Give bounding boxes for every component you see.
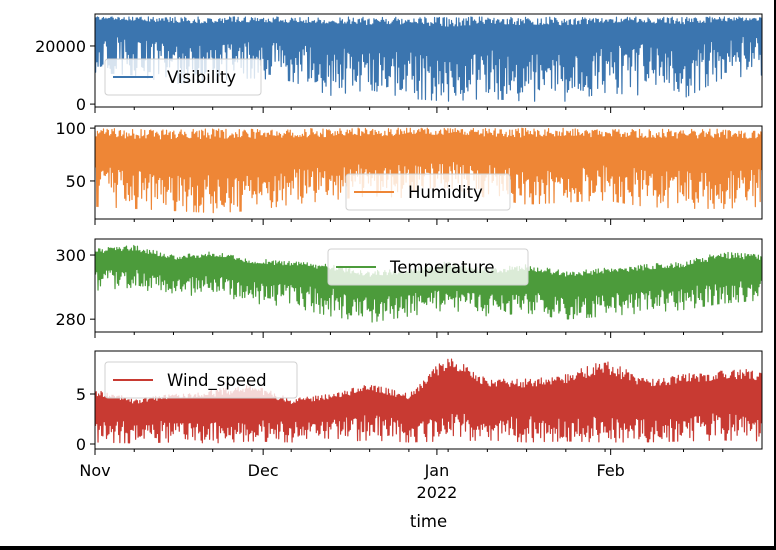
y-tick-label: 0 [76, 95, 86, 114]
subplot-visibility: 0 20000 [35, 13, 763, 114]
legend-box [104, 361, 298, 399]
axes-frame [94, 125, 763, 220]
legend-box [345, 173, 511, 211]
subplot-temperature: 280 300 [55, 238, 763, 338]
legend-box [104, 58, 262, 96]
series-line-humidity [95, 127, 762, 214]
x-axis-title: time [410, 512, 447, 531]
legend-label: Wind_speed [167, 371, 267, 391]
legend-label: Temperature [389, 258, 495, 277]
y-tick-label: 20000 [35, 37, 86, 56]
y-tick-label: 100 [55, 119, 86, 138]
x-tick-label: Dec [248, 461, 279, 480]
legend-wind_speed: Wind_speed [104, 361, 298, 399]
y-tick-label: 0 [76, 435, 86, 454]
x-tick-label: Feb [596, 461, 624, 480]
series-line-wind_speed [95, 358, 762, 444]
series-line-visibility [95, 16, 762, 102]
legend-visibility: Visibility [104, 58, 262, 96]
axes-frame [94, 238, 763, 333]
y-tick-label: 5 [76, 385, 86, 404]
x-tick-sublabel: 2022 [417, 483, 458, 502]
y-tick-label: 280 [55, 310, 86, 329]
subplot-humidity: 50 100 [55, 119, 763, 225]
axes-frame [94, 350, 763, 450]
subplot-wind_speed: 05 [76, 350, 763, 455]
x-tick-label: Jan [424, 461, 450, 480]
y-tick-label: 300 [55, 246, 86, 265]
legend-label: Visibility [167, 68, 236, 87]
x-tick-label: Nov [79, 461, 110, 480]
y-tick-label: 50 [66, 172, 86, 191]
legend-temperature: Temperature [327, 248, 529, 286]
axes-frame [94, 13, 763, 108]
legend-label: Humidity [408, 183, 483, 202]
legend-humidity: Humidity [345, 173, 511, 211]
legend-box [327, 248, 529, 286]
